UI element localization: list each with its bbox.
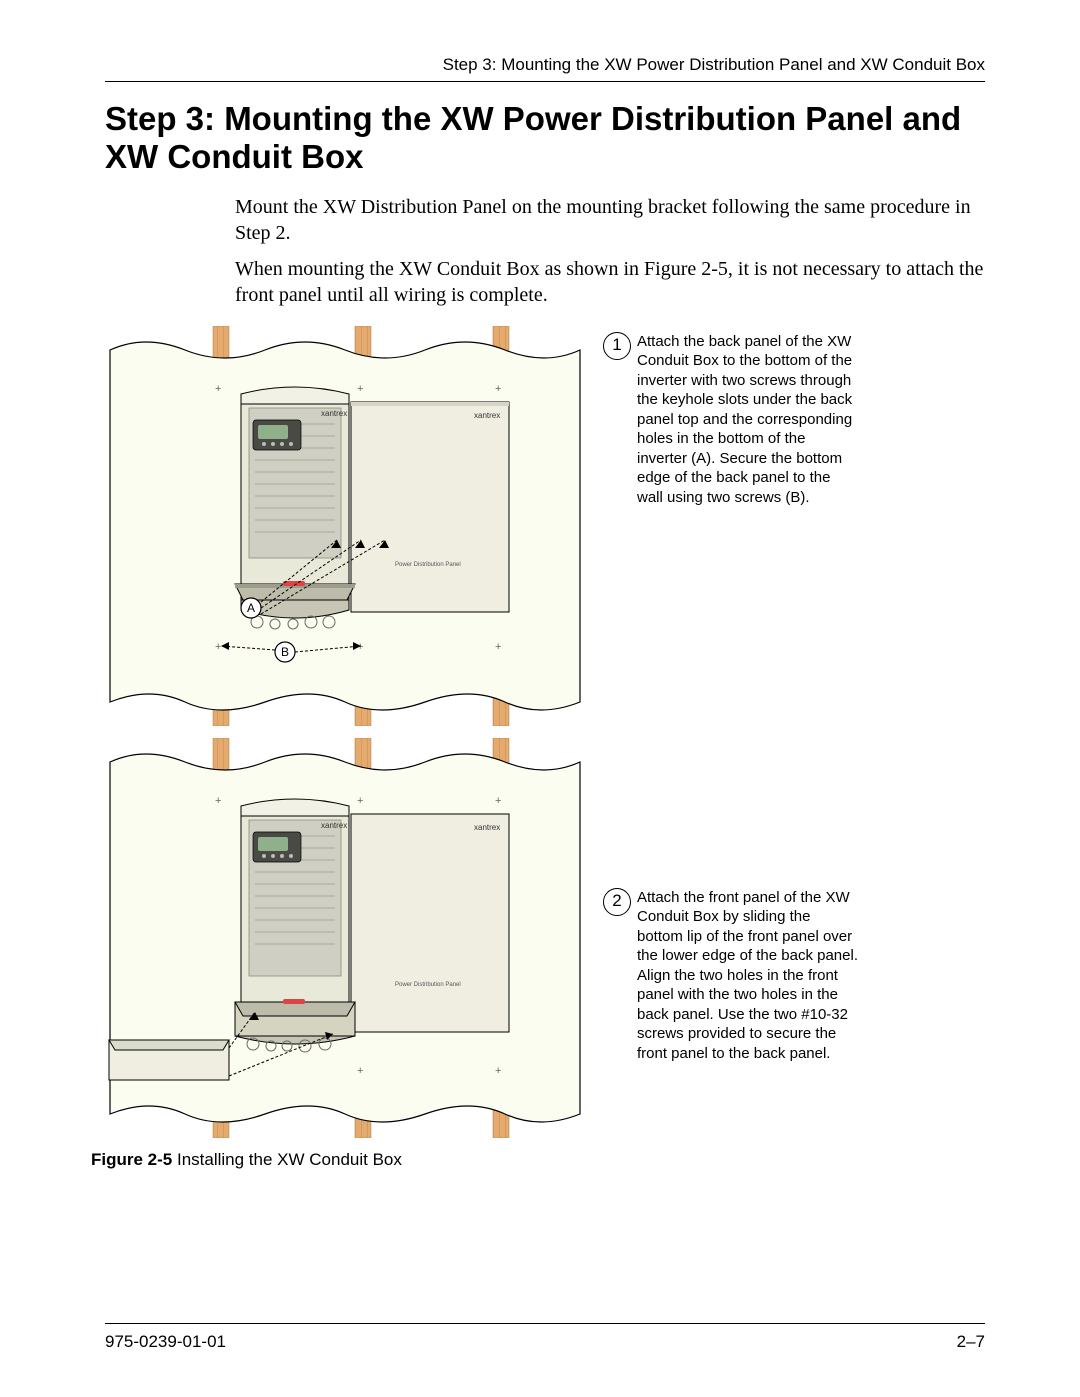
callout-2: 2 Attach the front panel of the XW Condu…	[603, 888, 858, 1064]
svg-text:+: +	[495, 795, 501, 807]
callout-2-number: 2	[603, 888, 631, 916]
doc-number: 975-0239-01-01	[105, 1332, 226, 1352]
svg-text:+: +	[357, 795, 363, 807]
figure-caption-text: Installing the XW Conduit Box	[172, 1150, 402, 1169]
running-header: Step 3: Mounting the XW Power Distributi…	[105, 55, 985, 75]
svg-text:Power Distribution Panel: Power Distribution Panel	[395, 982, 461, 988]
svg-text:+: +	[495, 1065, 501, 1077]
intro-text: Mount the XW Distribution Panel on the m…	[235, 194, 985, 308]
figure-bottom-diagram: +++ +++ xantrex Power Distribution Panel	[85, 738, 595, 1138]
svg-text:+: +	[357, 1065, 363, 1077]
intro-paragraph-2: When mounting the XW Conduit Box as show…	[235, 256, 985, 308]
callout-label-a: A	[247, 601, 255, 615]
callout-label-b: B	[281, 645, 289, 659]
figure-caption-number: Figure 2-5	[91, 1150, 172, 1169]
brand-label-right: xantrex	[474, 411, 500, 420]
page-footer: 975-0239-01-01 2–7	[105, 1323, 985, 1352]
svg-text:+: +	[215, 383, 221, 395]
svg-text:xantrex: xantrex	[321, 821, 347, 830]
svg-text:+: +	[495, 383, 501, 395]
svg-text:xantrex: xantrex	[474, 823, 500, 832]
intro-paragraph-1: Mount the XW Distribution Panel on the m…	[235, 194, 985, 246]
svg-text:+: +	[215, 795, 221, 807]
callout-1-text: Attach the back panel of the XW Conduit …	[637, 332, 858, 508]
brand-label-left: xantrex	[321, 409, 347, 418]
callout-2-text: Attach the front panel of the XW Conduit…	[637, 888, 858, 1064]
svg-text:+: +	[357, 383, 363, 395]
bottom-rule	[105, 1323, 985, 1324]
svg-text:+: +	[215, 641, 221, 653]
callout-1-number: 1	[603, 332, 631, 360]
callout-1: 1 Attach the back panel of the XW Condui…	[603, 332, 858, 508]
figure-top-diagram: +++ +++ xantrex Power Distribution Panel	[85, 326, 595, 726]
pdp-label: Power Distribution Panel	[395, 562, 461, 568]
figure-caption: Figure 2-5 Installing the XW Conduit Box	[91, 1150, 985, 1170]
svg-text:+: +	[495, 641, 501, 653]
top-rule	[105, 81, 985, 82]
page-number: 2–7	[957, 1332, 985, 1352]
page-title: Step 3: Mounting the XW Power Distributi…	[105, 100, 985, 176]
